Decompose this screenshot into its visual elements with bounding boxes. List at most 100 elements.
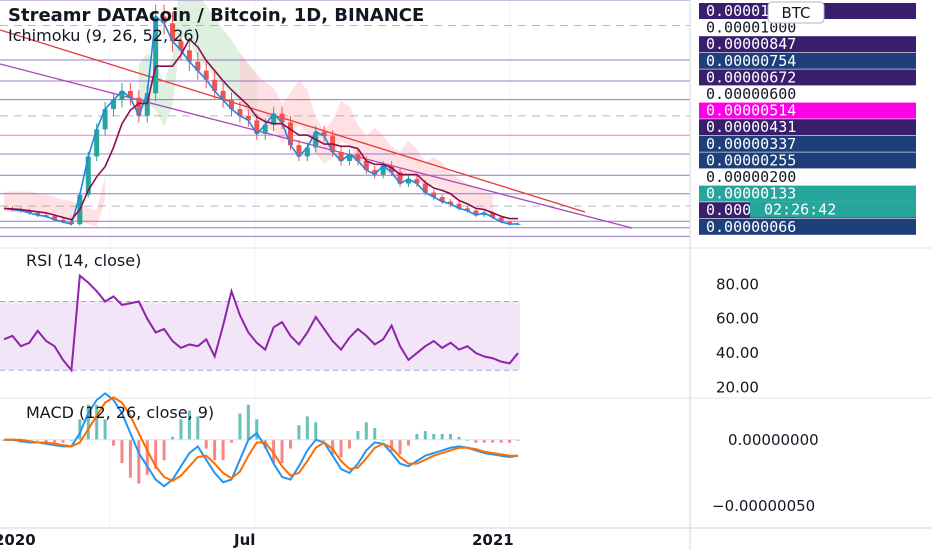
rsi-label: RSI (14, close) — [26, 251, 141, 270]
price-tag-label: 0.00000847 — [706, 35, 796, 53]
macd-tick-label: 0.00000000 — [728, 431, 819, 449]
price-tag: 0.00000754 — [699, 52, 916, 70]
price-tag-bg — [699, 36, 916, 53]
candle-body — [296, 145, 302, 157]
base-line — [3, 37, 518, 221]
macd-hist-bar — [86, 404, 90, 440]
macd-hist-bar — [128, 439, 132, 478]
candle-body — [481, 212, 487, 216]
candle-body — [161, 16, 167, 24]
candle-body — [422, 183, 428, 193]
macd-hist-bar — [339, 439, 343, 458]
macd-hist-bar — [415, 433, 419, 440]
macd-hist-bar — [53, 439, 57, 443]
price-tag: 0.00000431 — [699, 118, 916, 136]
macd-label: MACD (12, 26, close, 9) — [26, 403, 214, 422]
macd-hist-bar — [406, 439, 410, 446]
candle-body — [26, 210, 32, 213]
macd-hist-bar — [390, 439, 394, 452]
candle-body — [35, 212, 41, 216]
cloud-span — [239, 53, 493, 214]
macd-hist-bar — [112, 439, 116, 446]
time-tick-label: Jul — [233, 531, 255, 549]
candle-body — [153, 16, 159, 94]
macd-hist-bar — [482, 439, 486, 443]
candle-body — [498, 217, 504, 222]
macd-hist-bar — [491, 439, 495, 443]
candle-body — [195, 61, 201, 71]
price-tag-bg — [699, 152, 916, 169]
price-tag-label: 0.00000066 — [706, 218, 796, 236]
candle-body — [119, 90, 125, 101]
rsi-band-fill — [0, 301, 520, 371]
candle-body — [321, 131, 327, 137]
rsi-tick-label: 60.00 — [716, 310, 759, 328]
price-tag-label: 0.00000514 — [706, 102, 796, 120]
time-axis: 2020 Jul 2021 — [0, 527, 932, 549]
candle-body — [262, 124, 268, 134]
candle-body — [490, 212, 496, 218]
candle-body — [229, 100, 235, 110]
time-tick-label: 2021 — [472, 531, 514, 549]
candle-body — [102, 109, 108, 130]
price-tag-bg — [699, 102, 916, 119]
rsi-tick-label: 80.00 — [716, 275, 759, 293]
macd-hist-bar — [457, 436, 461, 440]
macd-hist-bar — [187, 410, 191, 440]
candle-body — [372, 170, 378, 175]
macd-series[interactable] — [4, 392, 519, 488]
candle-body — [439, 197, 445, 202]
candle-body — [464, 208, 470, 211]
candle-body — [170, 23, 176, 42]
conversion-line — [3, 14, 519, 226]
ichimoku-label: Ichimoku (9, 26, 52, 26) — [8, 26, 200, 45]
price-series[interactable] — [3, 14, 519, 226]
candle-body — [254, 120, 260, 134]
currency-badge[interactable]: BTC — [767, 1, 825, 24]
rsi-series[interactable] — [3, 273, 519, 373]
macd-hist-bar — [297, 425, 301, 440]
macd-hist-bar — [179, 419, 183, 440]
candle-body — [380, 165, 386, 175]
price-tag: 0.00000200 — [706, 168, 796, 186]
macd-hist-bar — [230, 439, 234, 443]
macd-hist-bar — [314, 422, 318, 440]
macd-hist-bar — [398, 439, 402, 455]
macd-hist-bar — [78, 419, 82, 440]
macd-tick-label: −0.00000050 — [712, 497, 815, 515]
price-tag-label: 0.00000337 — [706, 135, 796, 153]
macd-hist-bar — [221, 439, 225, 461]
price-tag: 0.00000847 — [699, 35, 916, 53]
macd-hist-bar — [246, 404, 250, 440]
candle-body — [85, 156, 91, 195]
price-tag-bg — [699, 119, 916, 136]
rsi-tick-label: 20.00 — [716, 378, 759, 396]
countdown-tag: 02:26:42 — [750, 201, 916, 219]
macd-hist-bar — [137, 439, 141, 484]
cloud-span — [138, 0, 257, 127]
candle-body — [363, 160, 369, 171]
rsi-band — [0, 301, 520, 371]
macd-hist-bar — [331, 439, 335, 455]
candle-body — [397, 172, 403, 184]
chart-title: Streamr DATAcoin / Bitcoin, 1D, BINANCE — [8, 5, 424, 26]
price-tag-bg — [699, 52, 916, 69]
macd-hist-bar — [61, 439, 65, 443]
candle-body — [52, 216, 58, 220]
countdown-label: 02:26:42 — [764, 201, 836, 219]
macd-hist-bar — [145, 439, 149, 475]
macd-axis-ticks: 0.00000000 −0.00000050 — [712, 431, 819, 515]
macd-hist-bar — [288, 439, 292, 449]
macd-hist-bar — [196, 416, 200, 440]
rsi-axis-ticks: 80.00 60.00 40.00 20.00 — [716, 275, 759, 396]
candle-body — [237, 109, 243, 116]
macd-hist-bar — [263, 439, 267, 449]
macd-hist-bar — [171, 436, 175, 440]
macd-hist-bar — [162, 439, 166, 461]
price-tag: 0.00000133 — [699, 185, 916, 203]
candle-body — [473, 210, 479, 216]
price-tag-bg — [699, 69, 916, 86]
candle-body — [271, 113, 277, 125]
